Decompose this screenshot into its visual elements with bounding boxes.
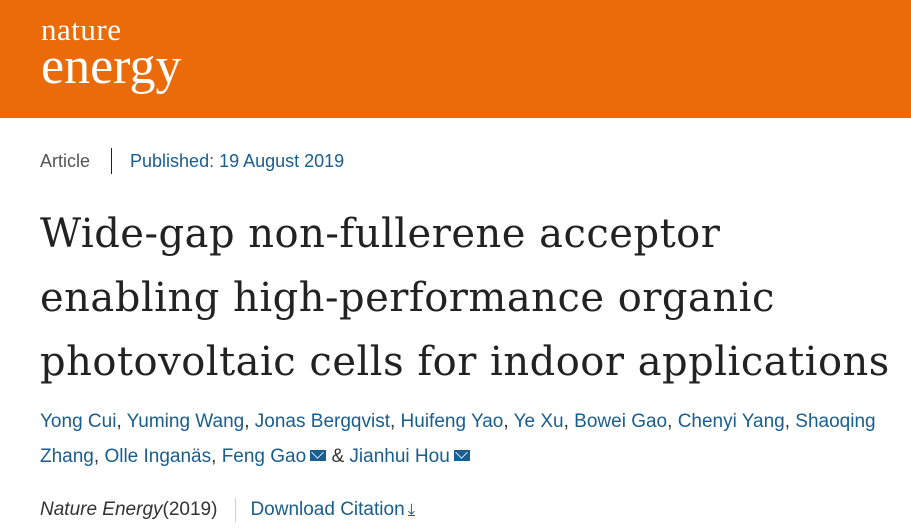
- author-link[interactable]: Bowei Gao: [574, 411, 668, 432]
- logo-nature: nature: [41, 12, 122, 47]
- author-separator: ,: [211, 446, 222, 467]
- author-link[interactable]: Olle Inganäs: [104, 446, 212, 467]
- author-link[interactable]: Feng Gao: [221, 446, 307, 467]
- author-separator: ,: [563, 411, 575, 432]
- author-link[interactable]: Jianhui Hou: [349, 446, 450, 467]
- author-separator: ,: [244, 411, 255, 432]
- published-date: Published: 19 August 2019: [130, 150, 345, 171]
- author-link[interactable]: Shaoqing Zhang: [40, 411, 876, 467]
- author-separator: ,: [116, 411, 127, 432]
- author-link[interactable]: Ye Xu: [513, 411, 564, 432]
- author-separator: ,: [389, 411, 401, 432]
- author-separator: ,: [667, 411, 678, 432]
- email-icon[interactable]: [453, 450, 470, 461]
- meta-divider: [111, 148, 113, 174]
- citation-divider: [235, 498, 237, 522]
- email-icon[interactable]: [310, 450, 327, 461]
- author-separator: ,: [784, 411, 796, 432]
- site-header: nature energy: [0, 0, 911, 118]
- author-separator: ,: [503, 411, 514, 432]
- journal-logo[interactable]: nature energy: [41, 14, 182, 93]
- author-list: Yong Cui, Yuming Wang, Jonas Bergqvist, …: [40, 404, 900, 474]
- author-link[interactable]: Yong Cui: [40, 411, 117, 432]
- citation-year: (2019): [162, 499, 218, 520]
- author-link[interactable]: Yuming Wang: [126, 411, 245, 432]
- author-link[interactable]: Chenyi Yang: [677, 411, 785, 432]
- download-citation-link[interactable]: Download Citation ⤓: [250, 499, 415, 521]
- download-icon: ⤓: [407, 500, 416, 519]
- article-meta: Article Published: 19 August 2019: [40, 148, 344, 174]
- article-type: Article: [40, 150, 91, 171]
- author-link[interactable]: Huifeng Yao: [400, 411, 504, 432]
- author-separator: ,: [93, 446, 105, 467]
- journal-name: Nature Energy: [40, 499, 163, 520]
- author-link[interactable]: Jonas Bergqvist: [254, 411, 390, 432]
- download-citation-label: Download Citation: [250, 499, 405, 520]
- citation-bar: Nature Energy (2019) Download Citation ⤓: [40, 498, 415, 522]
- logo-energy: energy: [41, 38, 182, 95]
- article-title: Wide-gap non-fullerene acceptor enabling…: [40, 211, 890, 385]
- author-separator: &: [326, 446, 350, 467]
